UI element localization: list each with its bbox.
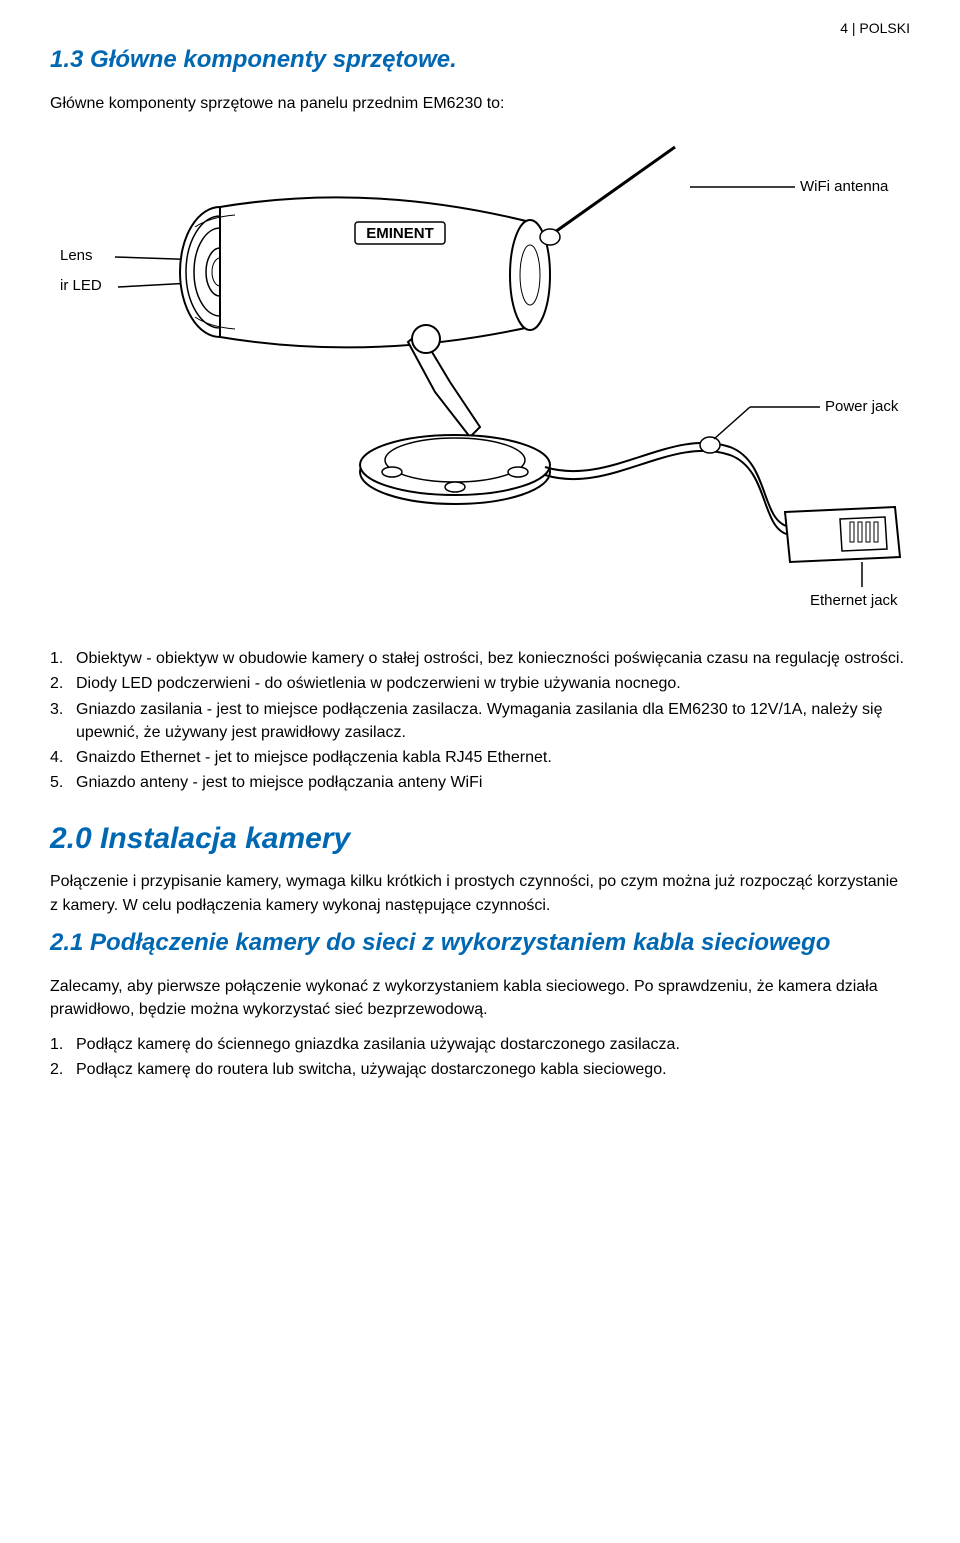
page-header: 4 | POLSKI — [50, 20, 910, 36]
chapter-2-0-title: 2.0 Instalacja kamery — [50, 822, 910, 856]
list-item: Gnaizdo Ethernet - jet to miejsce podłąc… — [50, 746, 910, 769]
list-item: Podłącz kamerę do routera lub switcha, u… — [50, 1058, 910, 1081]
page-separator: | — [848, 20, 859, 36]
chapter-2-0-body: Połączenie i przypisanie kamery, wymaga … — [50, 870, 910, 916]
list-item: Obiektyw - obiektyw w obudowie kamery o … — [50, 647, 910, 670]
camera-diagram: Lens ir LED EMINENT WiFi antenna Power j… — [50, 127, 910, 627]
label-power-jack: Power jack — [825, 398, 899, 415]
list-item: Diody LED podczerwieni - do oświetlenia … — [50, 672, 910, 695]
label-wifi-antenna: WiFi antenna — [800, 178, 889, 195]
section-1-3-intro: Główne komponenty sprzętowe na panelu pr… — [50, 92, 910, 115]
list-item: Podłącz kamerę do ściennego gniazdka zas… — [50, 1033, 910, 1056]
page-language: POLSKI — [859, 20, 910, 36]
label-lens: Lens — [60, 247, 93, 264]
section-2-1-title: 2.1 Podłączenie kamery do sieci z wykorz… — [50, 929, 910, 957]
component-list: Obiektyw - obiektyw w obudowie kamery o … — [50, 647, 910, 794]
section-2-1-body: Zalecamy, aby pierwsze połączenie wykona… — [50, 975, 910, 1021]
steps-list: Podłącz kamerę do ściennego gniazdka zas… — [50, 1033, 910, 1081]
label-ir-led: ir LED — [60, 277, 102, 294]
page-number: 4 — [840, 20, 848, 36]
label-brand: EMINENT — [366, 225, 434, 242]
section-1-3-title: 1.3 Główne komponenty sprzętowe. — [50, 46, 910, 74]
list-item: Gniazdo zasilania - jest to miejsce podł… — [50, 698, 910, 744]
label-ethernet-jack: Ethernet jack — [810, 592, 898, 609]
list-item: Gniazdo anteny - jest to miejsce podłącz… — [50, 771, 910, 794]
